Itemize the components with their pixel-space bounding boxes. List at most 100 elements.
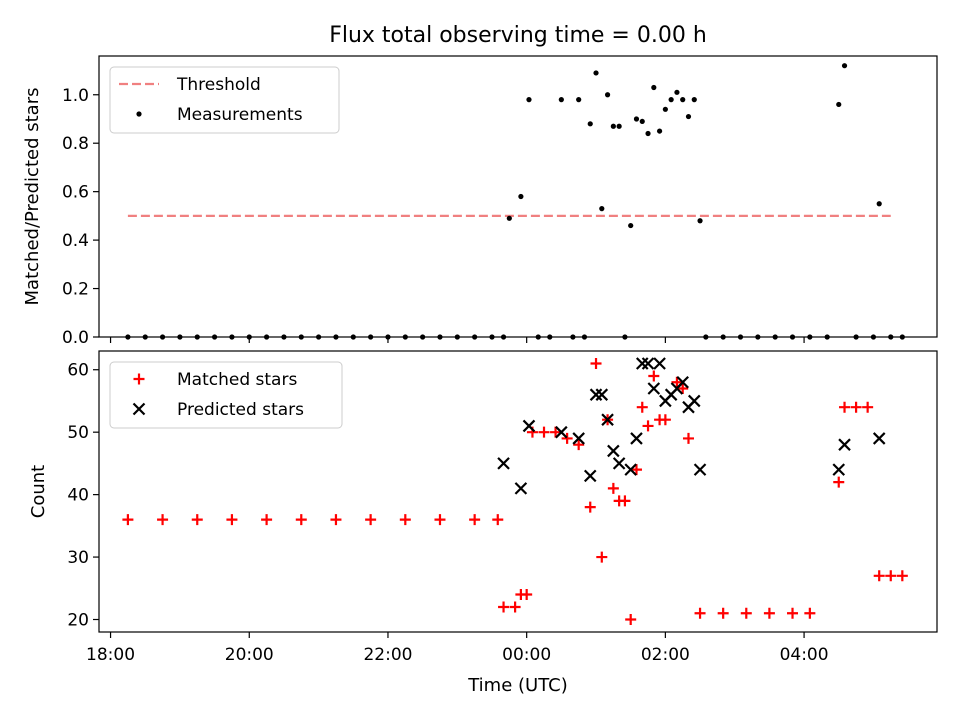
y-tick-label: 0.0 [62,328,89,348]
y-tick-label: 0.8 [62,134,89,154]
predicted-marker [514,482,528,495]
legend-label: Matched stars [177,370,297,390]
predicted-marker [630,432,643,445]
matched-marker [498,601,510,613]
matched-marker [365,514,377,526]
plot-area [125,63,905,340]
matched-marker [862,401,874,413]
matched-marker [330,514,342,526]
matched-marker [590,357,602,369]
matched-marker [839,401,851,413]
data-point [876,201,882,207]
data-point [656,128,663,134]
y-tick-label: 0.6 [62,183,89,203]
data-point [651,84,657,91]
legend-label: Threshold [176,75,261,95]
matched-marker [694,607,706,619]
data-point [587,121,593,127]
predicted-marker [635,357,649,370]
data-point [558,97,564,103]
plot-area [122,357,908,626]
predicted-marker [589,388,603,401]
x-tick-label: 20:00 [225,645,274,665]
matched-marker [717,607,729,619]
data-point [576,97,582,103]
data-point [680,97,686,103]
matched-marker [157,514,169,526]
data-point [645,130,651,137]
predicted-marker [522,419,536,433]
matched-marker [619,495,631,507]
data-point [604,92,611,98]
chart-title: Flux total observing time = 0.00 h [329,23,707,48]
data-point [662,106,668,112]
y-tick-label: 60 [67,361,89,381]
x-tick-label: 00:00 [502,645,551,665]
predicted-marker [601,413,614,426]
matched-marker [885,570,897,582]
top-y-axis-label: Matched/Predicted stars [22,88,43,306]
data-point [518,193,524,200]
y-tick-label: 30 [67,548,89,568]
data-point [639,118,645,125]
predicted-marker [647,382,661,395]
bottom-panel: 20 30 40 50 60 18:00 20:00 22:00 00:00 02:00 04:00… [67,350,938,665]
data-point [697,218,703,224]
matched-marker [434,514,446,526]
matched-marker [295,514,307,526]
data-point [506,215,512,221]
x-tick-label: 04:00 [780,645,829,665]
data-point [668,97,674,103]
data-point [599,206,605,212]
predicted-marker [641,357,655,370]
predicted-marker [612,457,626,470]
y-tick-label: 50 [67,423,89,443]
matched-marker [399,514,411,526]
axes-frame [98,55,938,338]
predicted-marker [838,438,851,451]
matched-marker [550,426,562,438]
matched-marker [873,570,885,582]
matched-marker [521,589,533,601]
legend-swatch [133,373,145,385]
legend: Threshold Measurements [109,66,340,134]
matched-marker [648,370,660,382]
matched-marker [509,601,521,613]
predicted-marker [624,463,637,476]
legend-label: Predicted stars [177,400,304,420]
top-panel: 0.0 0.2 0.4 0.6 0.8 1.0 Threshold Measurements [62,55,938,348]
predicted-marker [497,457,510,470]
legend-swatch [132,402,146,416]
predicted-marker [583,469,597,483]
matched-marker [740,607,752,619]
predicted-marker [572,432,585,445]
matched-marker [226,514,238,526]
predicted-marker [687,394,701,408]
data-point [685,113,692,120]
matched-marker [896,570,908,582]
series-predicted-stars [497,357,886,495]
y-tick-label: 0.4 [62,231,89,251]
matched-marker [492,514,504,526]
x-tick-label: 22:00 [363,645,412,665]
legend-label: Measurements [177,105,303,125]
predicted-marker [693,463,707,476]
axes-frame [98,350,938,633]
legend-box [109,66,340,134]
x-tick-label: 02:00 [641,645,690,665]
y-tick-label: 1.0 [62,86,89,106]
matched-marker [677,382,689,394]
data-point [836,101,842,108]
predicted-marker [595,388,609,401]
predicted-marker [676,375,689,389]
data-point [593,70,599,76]
matched-marker [469,514,481,526]
matched-marker [561,432,573,444]
x-axis-label: Time (UTC) [467,675,568,696]
predicted-marker [872,432,886,445]
matched-marker [625,614,637,626]
matched-marker [671,376,683,388]
predicted-marker [832,463,846,476]
series-measurements [125,63,905,340]
data-point [691,97,697,103]
